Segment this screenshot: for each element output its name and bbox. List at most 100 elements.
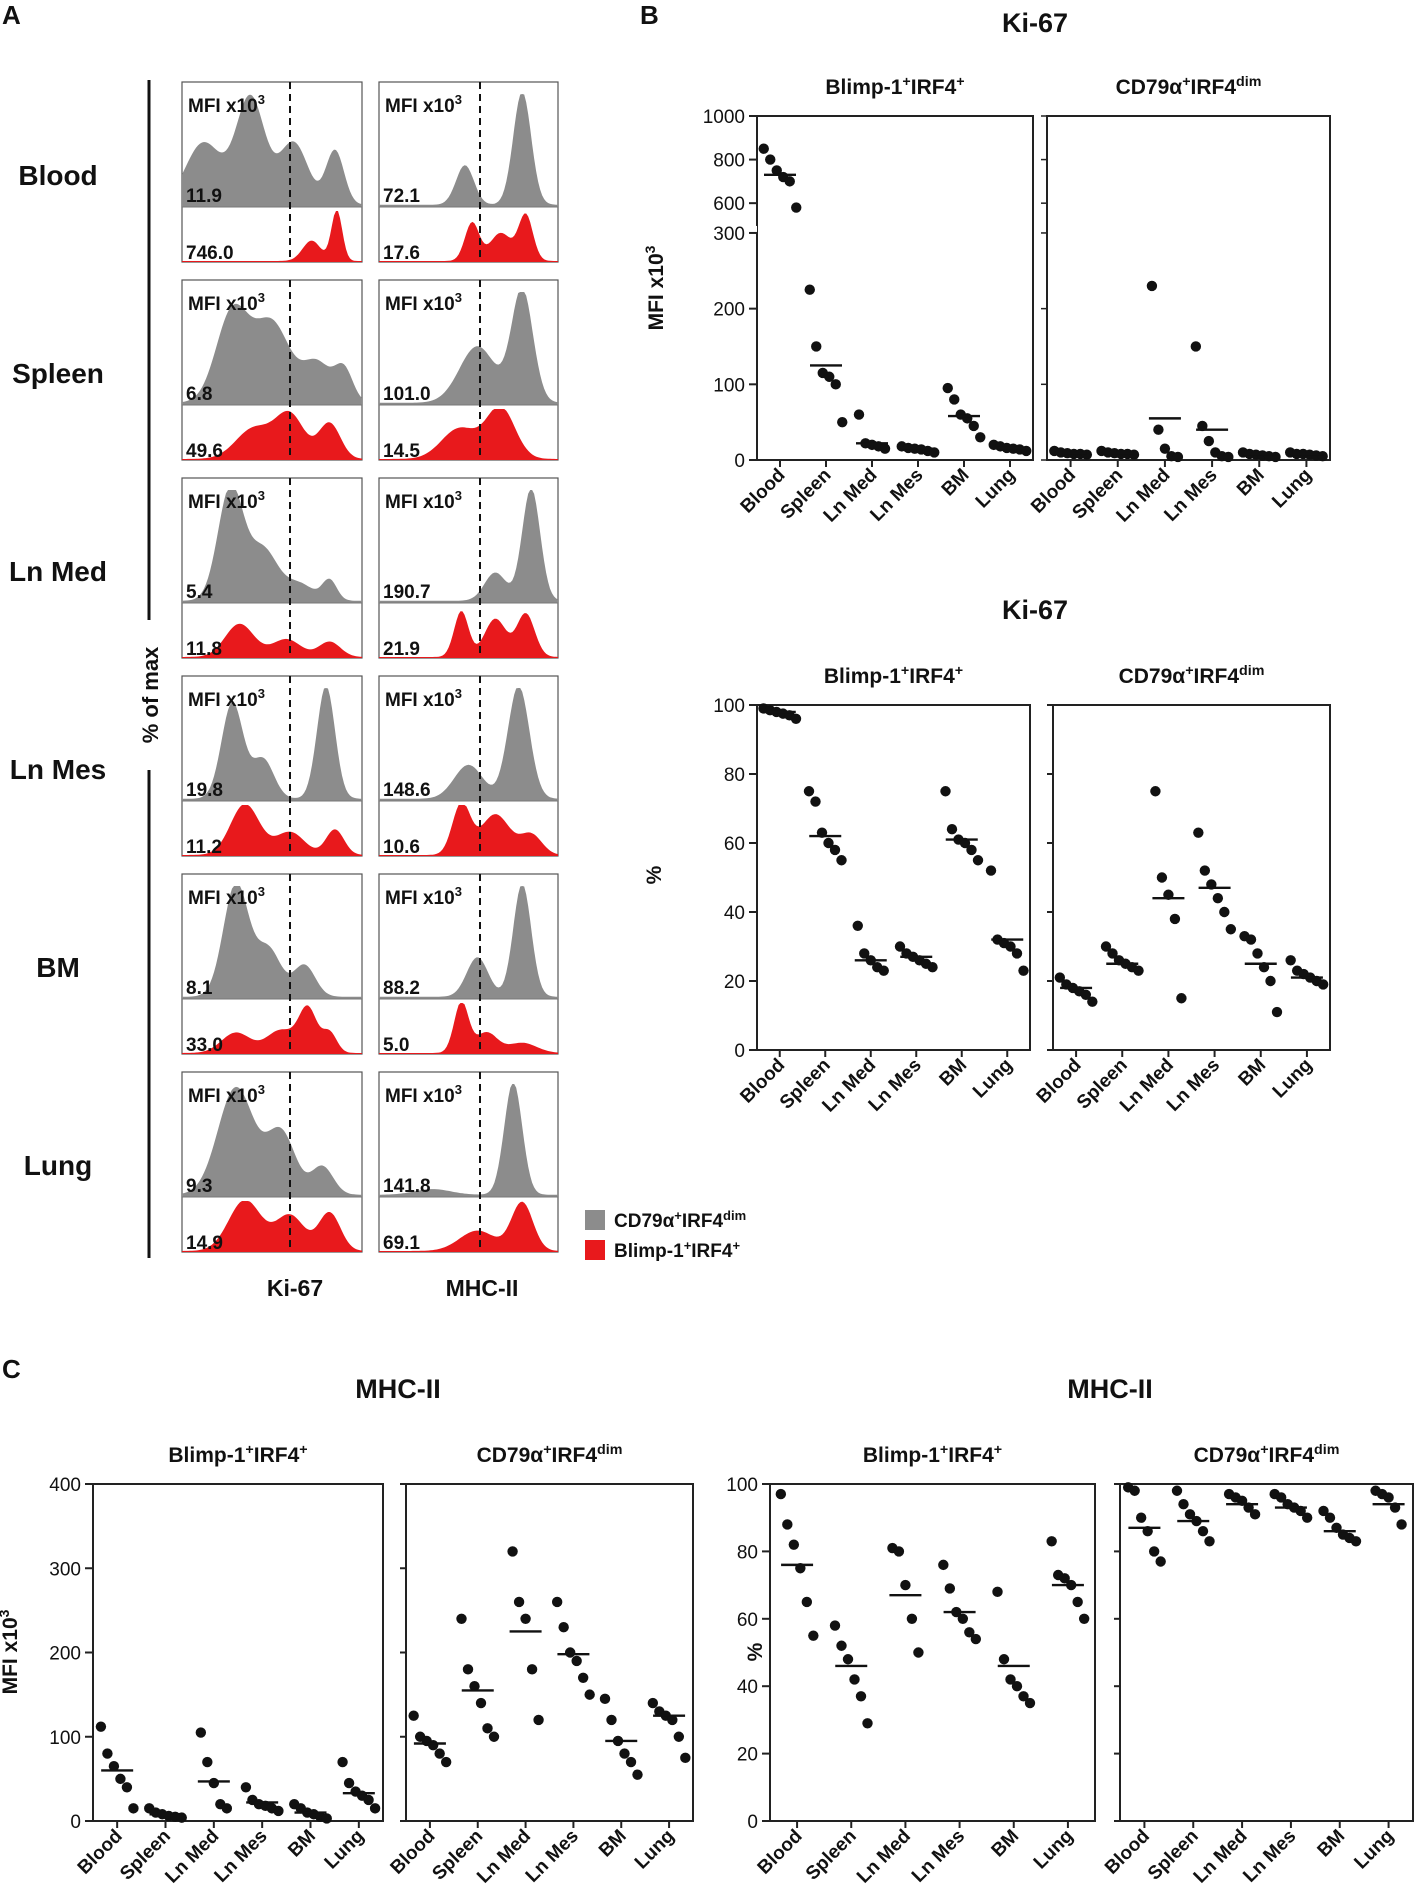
data-point-c_pct-blimp-ln-med [893,1546,905,1557]
y-axis-label-c_pct: % [744,1642,767,1661]
data-point-b_pct-blimp-lung [1005,941,1016,952]
ytick-label-b_mfi-blimp-600: 600 [713,194,745,215]
hist-gray-ki67-lung [182,1086,362,1197]
data-point-c_pct-blimp-lung [1059,1573,1070,1584]
xtick-label-c_pct-blimp-blood: Blood [754,1826,807,1879]
data-point-b_mfi-cd79-ln-mes [1190,341,1202,352]
data-point-b_pct-blimp-ln-med [878,965,889,976]
data-point-c_pct-cd79-blood [1129,1485,1140,1496]
histogram-layer: MFI x103 11.9 746.0 MFI x103 72.1 17.6 MFI x10… [181,81,559,1254]
data-point-b_mfi-blimp-blood [765,154,776,165]
legend-swatch-gray [585,1210,605,1230]
data-point-b_pct-cd79-bm [1245,934,1257,945]
ytick-label-b_pct-blimp-100: 100 [713,696,745,717]
data-point-c_mfi-blimp-ln-med [202,1756,213,1768]
data-point-b_pct-blimp-bm [966,844,977,856]
data-point-c_mfi-cd79-bm [606,1714,617,1726]
xtick-label-c_pct-blimp-spleen: Spleen [802,1826,861,1885]
ytick-label-c_pct-blimp-60: 60 [737,1610,758,1631]
ytick-label-c_pct-blimp-40: 40 [737,1677,758,1698]
data-point-c_mfi-cd79-ln-mes [558,1622,569,1633]
plot-frame-c_pct-blimp [769,1483,1096,1822]
data-point-b_pct-blimp-spleen [836,855,847,866]
data-point-c_pct-cd79-spleen [1204,1536,1215,1547]
xtick-label-c_pct-cd79-bm: BM [1314,1826,1350,1862]
hist-red-ki67-ln-med [182,623,362,658]
hist-red-mhc-lung [379,1201,558,1252]
data-point-c_mfi-blimp-bm [321,1813,332,1824]
chart-title-b_mfi: Ki-67 [1002,8,1068,38]
data-point-c_mfi-cd79-ln-mes [551,1596,563,1608]
xtick-label-c_pct-cd79-lung: Lung [1350,1826,1398,1874]
data-point-c_pct-blimp-blood [808,1630,819,1641]
tissue-label-blood: Blood [18,160,97,191]
subplot-title-b_mfi-blimp: Blimp-1+IRF4+ [825,74,964,99]
data-point-b_mfi-blimp-spleen [804,284,815,295]
legend-swatch-red [585,1240,605,1260]
xtick-label-c_pct-cd79-ln-med: Ln Med [1190,1826,1252,1888]
ytick-label-b_mfi-blimp-100: 100 [713,375,745,396]
data-point-c_mfi-cd79-bm [632,1769,643,1780]
data-point-b_pct-cd79-ln-mes [1193,827,1204,838]
data-point-c_pct-blimp-spleen [855,1691,867,1702]
plot-frame-b_pct-blimp [756,704,1031,1051]
data-point-b_mfi-blimp-blood [784,176,795,187]
y-axis-label-c_mfi: MFI x103 [0,1609,22,1694]
data-point-c_mfi-cd79-ln-mes [584,1689,595,1700]
data-point-c_mfi-blimp-ln-med [208,1777,220,1789]
data-point-b_pct-cd79-blood [1054,972,1066,983]
data-point-c_pct-blimp-bm [998,1654,1010,1665]
data-point-c_pct-blimp-bm [992,1586,1003,1598]
data-point-b_pct-blimp-spleen [803,786,815,797]
data-point-b_mfi-blimp-spleen [837,416,848,428]
mfi-header-mhc-blood: MFI x103 [385,92,462,117]
plot-frame-b_pct-cd79 [1052,704,1331,1051]
data-point-c_mfi-cd79-lung [667,1714,678,1726]
hist-gray-ki67-ln-mes [182,688,362,801]
xtick-label-b_pct-cd79-bm: BM [1235,1055,1271,1091]
chart-title-c_mfi: MHC-II [355,1374,440,1404]
mfi-gray-value-ki67-ln-med: 5.4 [186,582,213,603]
xtick-label-c_pct-cd79-ln-mes: Ln Mes [1239,1826,1300,1887]
xtick-label-c_pct-blimp-ln-mes: Ln Mes [908,1826,969,1887]
data-point-b_pct-cd79-lung [1285,955,1296,966]
panel-label-b: B [640,0,659,30]
data-point-b_mfi-blimp-ln-med [879,443,891,454]
hist-gray-mhc-ln-mes [379,688,558,801]
mfi-gray-value-ki67-blood: 11.9 [186,186,222,207]
data-point-c_pct-cd79-lung [1383,1492,1394,1503]
data-point-c_mfi-blimp-blood [95,1721,107,1732]
data-point-b_pct-cd79-blood [1087,996,1098,1007]
data-point-c_pct-blimp-spleen [829,1620,841,1631]
xtick-label-b_mfi-cd79-ln-med: Ln Med [1113,465,1175,527]
mfi-header-ki67-ln-med: MFI x103 [188,488,265,513]
plot-frame-c_pct-cd79 [1119,1483,1414,1822]
chart-title-c_pct: MHC-II [1067,1374,1152,1404]
xtick-label-b_mfi-blimp-bm: BM [938,465,974,501]
hist-red-ki67-ln-mes [182,805,362,856]
hist-gray-ki67-ln-med [182,490,362,603]
ytick-label-b_mfi-blimp-1000: 1000 [703,107,745,128]
data-point-b_pct-blimp-lung [985,865,997,876]
xtick-label-b_mfi-cd79-lung: Lung [1268,465,1316,513]
mfi-gray-value-mhc-lung: 141.8 [383,1176,431,1197]
xtick-label-b_mfi-cd79-ln-mes: Ln Mes [1160,465,1221,526]
mfi-red-value-ki67-ln-med: 11.8 [186,639,222,660]
data-point-b_mfi-blimp-bm [942,382,953,394]
hist-gray-mhc-ln-med [379,490,558,603]
subplot-title-b_pct-blimp: Blimp-1+IRF4+ [824,663,963,688]
data-point-c_mfi-cd79-bm [599,1693,611,1705]
mfi-gray-value-mhc-ln-med: 190.7 [383,582,431,603]
plot-frame-b_mfi-cd79 [1046,115,1331,461]
data-point-c_pct-blimp-bm [1018,1691,1029,1702]
data-point-b_mfi-cd79-blood [1081,449,1093,460]
data-point-c_mfi-blimp-blood [102,1748,113,1759]
data-point-b_pct-blimp-ln-med [859,948,870,959]
xtick-label-c_mfi-cd79-lung: Lung [631,1826,679,1874]
mfi-gray-value-mhc-ln-mes: 148.6 [383,780,431,801]
ytick-label-c_pct-blimp-100: 100 [726,1475,758,1496]
data-point-b_mfi-cd79-ln-mes [1203,435,1215,447]
mfi-header-ki67-bm: MFI x103 [188,884,265,909]
data-point-b_pct-blimp-spleen [823,837,834,849]
hist-gray-ki67-bm [182,886,362,999]
